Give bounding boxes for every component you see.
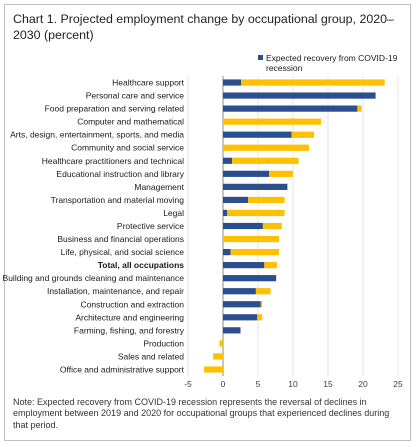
category-label: Protective service [117,221,184,231]
category-label: Legal [163,208,184,218]
bar-recovery [223,105,358,112]
bar-other [257,314,263,321]
bar-other [255,288,271,295]
legend-swatch-recovery [258,55,263,60]
category-label: Arts, design, entertainment, sports, and… [10,130,184,140]
legend-label-line1: Expected recovery from COVID-19 [266,53,398,63]
bar-other [232,157,299,164]
bar-other [264,262,277,269]
bar-other [223,235,279,243]
bar-recovery [223,288,256,295]
category-label: Educational instruction and library [56,169,184,179]
category-label: Installation, maintenance, and repair [47,286,184,296]
category-label: Management [134,182,184,192]
bar-recovery [223,275,277,282]
bar-other [241,79,385,86]
bar-recovery [223,157,233,164]
category-label: Business and financial operations [57,234,184,244]
bar-other [227,209,285,217]
x-tick-labels: -5 0 5 10 15 20 25 [184,379,403,389]
category-label: Transportation and material moving [51,195,185,205]
bar-recovery [223,131,292,138]
bar-recovery [223,170,270,177]
bar-recovery [223,183,288,190]
category-label: Building and grounds cleaning and mainte… [3,273,185,283]
chart-note: Note: Expected recovery from COVID-19 re… [13,397,390,430]
bar-other [248,196,285,204]
bar-recovery [223,327,241,334]
bar-recovery [223,92,376,99]
chart-title: Chart 1. Projected employment change by … [13,12,394,42]
bar-other [219,340,223,347]
bar-other [262,222,282,230]
category-label: Farming, fishing, and forestry [74,325,185,335]
x-tick-label: -5 [184,379,192,389]
bar-recovery [223,314,258,321]
bar-recovery [223,209,228,217]
x-tick-label: 25 [393,379,403,389]
category-label: Architecture and engineering [75,312,184,322]
x-tick-label: 15 [323,379,333,389]
category-label: Production [143,338,184,348]
legend: Expected recovery from COVID-19 recessio… [258,53,398,73]
bar-recovery [223,248,231,256]
category-label: Personal care and service [86,91,185,101]
category-label: Sales and related [118,351,184,361]
category-label: Healthcare practitioners and technical [42,156,184,166]
x-tick-label: 0 [221,379,226,389]
category-labels: Healthcare support Personal care and serv… [3,78,185,375]
category-label: Healthcare support [112,78,184,88]
x-tick-label: 5 [256,379,261,389]
bar-other [260,301,263,308]
legend-label-line2: recession [266,63,303,73]
x-tick-label: 20 [358,379,368,389]
category-label: Computer and mathematical [77,117,184,127]
category-label: Construction and extraction [81,299,185,309]
bar-recovery [223,222,263,230]
bar-recovery [223,196,249,204]
x-tick-label: 10 [288,379,298,389]
category-label: Office and administrative support [60,364,185,374]
bar-other [269,170,293,177]
bars [204,79,385,373]
bar-other [230,248,279,256]
bar-other [357,105,362,112]
category-label: Total, all occupations [98,260,185,270]
bar-other [291,131,314,138]
bar-recovery [223,79,242,86]
category-label: Life, physical, and social science [61,247,185,257]
category-label: Community and social service [71,143,184,153]
bar-other [223,118,321,125]
bar-recovery [223,301,261,308]
bar-other [213,353,223,360]
category-label: Food preparation and serving related [45,104,185,114]
bar-recovery [223,262,265,269]
bar-other [223,144,310,151]
bar-other [204,366,223,373]
